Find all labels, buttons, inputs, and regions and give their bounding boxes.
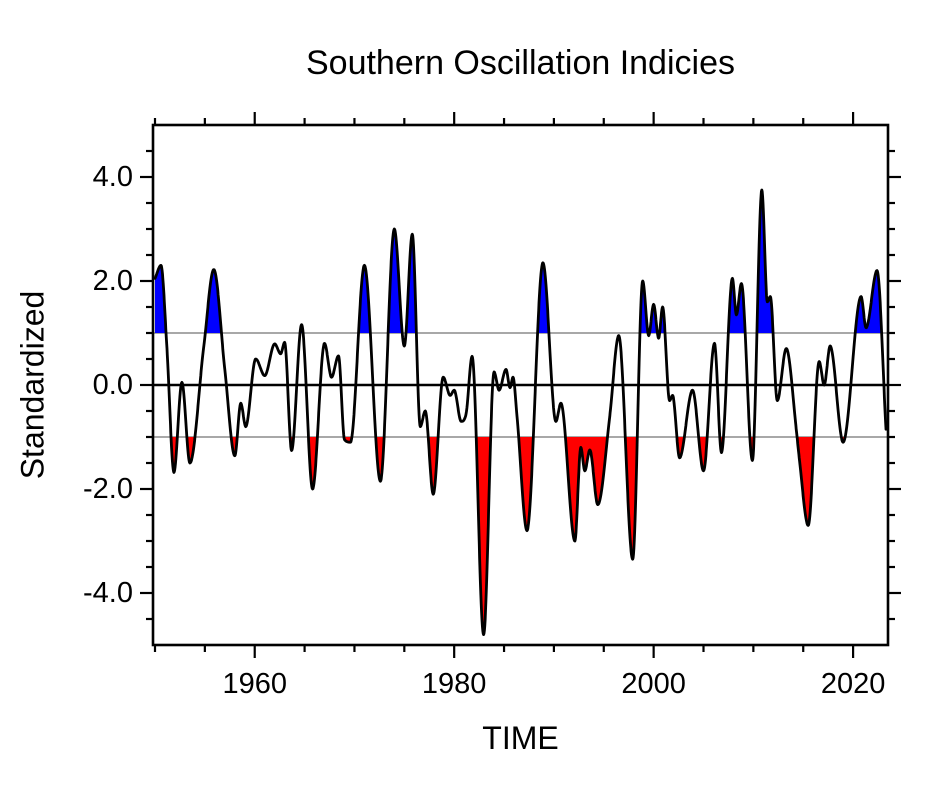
y-tick-label: 2.0 [92,265,133,297]
y-tick-label: -2.0 [83,473,133,505]
y-tick-label: 4.0 [92,161,133,193]
y-tick-label: -4.0 [83,577,133,609]
soi-curve [153,188,888,636]
y-tick-label: 0.0 [92,369,133,401]
x-tick-label: 1980 [421,668,487,700]
x-tick-label: 1960 [222,668,287,700]
above-threshold-fill [155,190,886,333]
x-axis-title: TIME [482,720,559,756]
x-tick-label: 2020 [820,668,886,700]
chart-title: Southern Oscillation Indicies [305,44,735,82]
x-tick-label: 2000 [621,668,686,700]
